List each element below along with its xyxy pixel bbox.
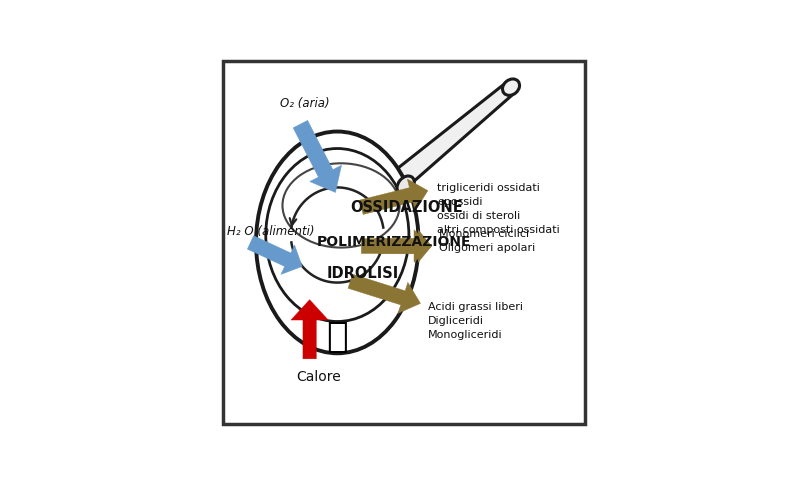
Polygon shape	[359, 179, 428, 215]
Polygon shape	[291, 300, 329, 359]
Ellipse shape	[256, 132, 418, 353]
Ellipse shape	[503, 79, 519, 96]
Polygon shape	[378, 230, 432, 263]
Text: O₂ (aria): O₂ (aria)	[280, 97, 329, 110]
Text: OSSIDAZIONE: OSSIDAZIONE	[350, 200, 463, 215]
Text: Acidi grassi liberi
Digliceridi
Monogliceridi: Acidi grassi liberi Digliceridi Monoglic…	[428, 301, 523, 339]
Text: H₂ O (alimenti): H₂ O (alimenti)	[227, 225, 314, 238]
Text: Calore: Calore	[296, 370, 341, 384]
Text: IDROLISI: IDROLISI	[326, 266, 399, 281]
Text: POLIMERIZZAZIONE: POLIMERIZZAZIONE	[317, 235, 471, 250]
Polygon shape	[348, 274, 421, 313]
Text: 🔥: 🔥	[326, 320, 348, 354]
Polygon shape	[247, 236, 303, 275]
Polygon shape	[293, 120, 341, 192]
Text: Monomeri ciclici
Oligomeri apolari: Monomeri ciclici Oligomeri apolari	[439, 228, 535, 252]
Text: trigliceridi ossidati
epossidi
ossidi di steroli
altri composti ossidati: trigliceridi ossidati epossidi ossidi di…	[437, 183, 559, 235]
Polygon shape	[393, 82, 515, 188]
Ellipse shape	[397, 176, 414, 194]
Polygon shape	[362, 230, 432, 263]
